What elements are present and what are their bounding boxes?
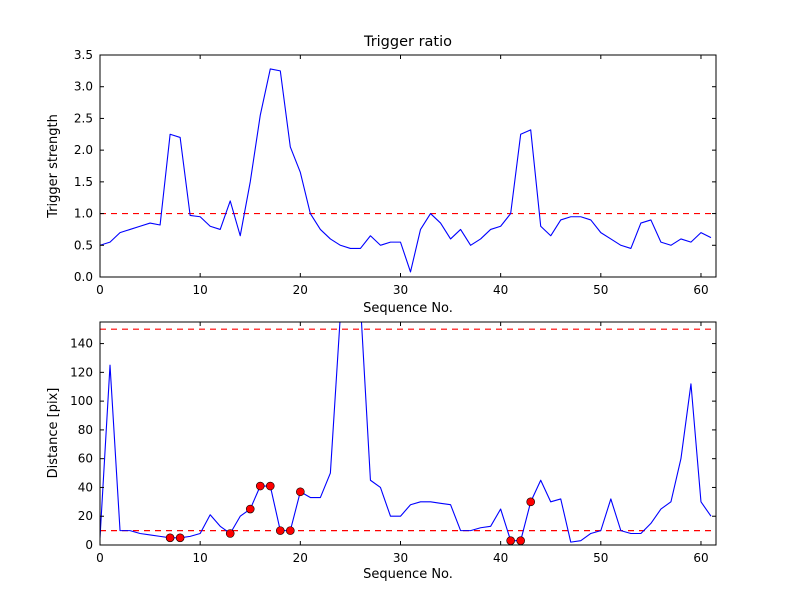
y-tick-label: 3.5 <box>74 48 93 62</box>
scatter-point <box>516 536 525 545</box>
y-tick-label: 80 <box>78 423 93 437</box>
top-x-axis-label: Sequence No. <box>363 301 453 316</box>
y-tick-label: 120 <box>70 365 93 379</box>
y-tick-label: 20 <box>78 509 93 523</box>
bottom-plot: 0 10 20 30 40 50 60 0 20 40 60 80 100 120 140 <box>70 321 717 565</box>
y-tick-label: 100 <box>70 394 93 408</box>
x-tick-label: 40 <box>493 551 508 565</box>
bottom-x-axis-label: Sequence No. <box>363 567 453 582</box>
scatter-point <box>275 526 285 535</box>
data-line <box>100 322 712 543</box>
chart-title: Trigger ratio <box>363 34 452 50</box>
y-tick-label: 2.0 <box>74 143 93 157</box>
x-tick-label: 10 <box>193 283 208 297</box>
x-tick-label: 20 <box>293 551 308 565</box>
scatter-point <box>225 529 235 538</box>
x-tick-label: 20 <box>293 283 308 297</box>
y-tick-label: 40 <box>78 480 93 494</box>
scatter-point <box>296 487 305 497</box>
scatter-point <box>255 481 265 491</box>
x-tick-label: 30 <box>393 551 408 565</box>
top-y-axis-label: Trigger strength <box>46 114 61 219</box>
y-tick-label: 3.0 <box>74 80 93 94</box>
x-tick-label: 0 <box>96 551 104 565</box>
scatter-point <box>265 481 275 491</box>
top-plot: 0 10 20 30 40 50 60 0.0 0.5 1.0 1.5 2.0 2.5 3.0 3.5 <box>74 48 717 297</box>
x-tick-label: 50 <box>593 551 608 565</box>
x-tick-label: 50 <box>593 283 608 297</box>
y-tick-label: 0.0 <box>74 270 93 284</box>
x-tick-label: 0 <box>96 283 104 297</box>
x-tick-label: 40 <box>493 283 508 297</box>
data-line <box>100 68 712 273</box>
x-tick-label: 60 <box>693 283 708 297</box>
x-tick-label: 10 <box>193 551 208 565</box>
scatter-point <box>526 497 535 507</box>
axes-border <box>99 321 717 546</box>
y-tick-label: 1.0 <box>74 207 93 221</box>
x-tick-label: 30 <box>393 283 408 297</box>
scatter-point <box>286 526 295 535</box>
y-tick-label: 60 <box>78 452 93 466</box>
y-tick-label: 2.5 <box>74 111 93 125</box>
y-tick-label: 0.5 <box>74 238 93 252</box>
axes-border <box>99 54 717 278</box>
scatter-point <box>506 536 515 545</box>
scatter-point <box>245 504 255 514</box>
x-tick-label: 60 <box>693 551 708 565</box>
bottom-y-axis-label: Distance [pix] <box>46 388 61 479</box>
scatter-point <box>175 533 185 543</box>
y-tick-label: 1.5 <box>74 175 93 189</box>
y-tick-label: 0 <box>85 538 93 552</box>
scatter-point <box>165 533 175 543</box>
y-tick-label: 140 <box>70 337 93 351</box>
